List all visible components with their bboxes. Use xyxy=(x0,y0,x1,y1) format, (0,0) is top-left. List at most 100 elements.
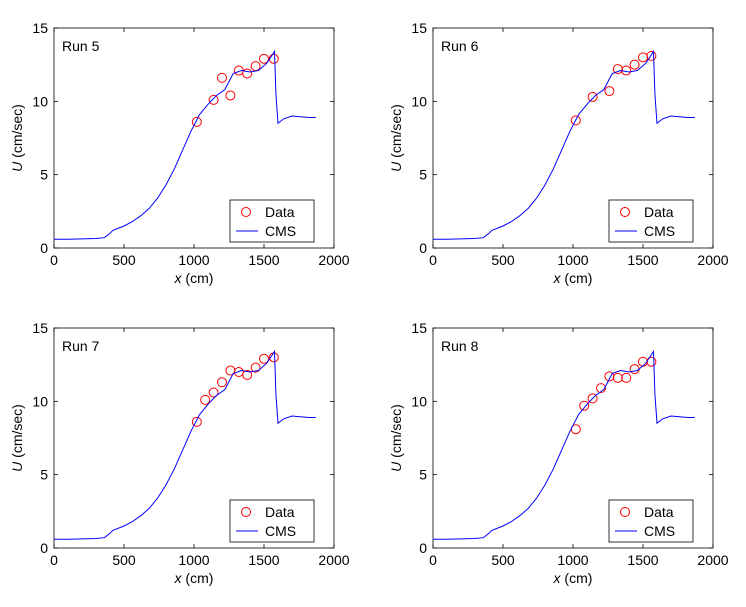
legend: Data CMS xyxy=(229,199,315,243)
legend-data-marker xyxy=(620,207,630,217)
y-tick-label: 10 xyxy=(411,393,427,409)
legend: Data CMS xyxy=(608,199,694,243)
data-point xyxy=(587,91,598,102)
y-tick-label: 0 xyxy=(40,540,48,556)
y-axis-variable: U xyxy=(388,161,404,172)
x-tick-label: 1500 xyxy=(248,552,279,568)
y-tick-label: 10 xyxy=(32,393,48,409)
data-point xyxy=(217,72,227,83)
x-tick-label: 1500 xyxy=(627,252,658,268)
data-point xyxy=(596,383,606,394)
x-tick-label: 1000 xyxy=(178,252,209,268)
data-point xyxy=(570,115,581,126)
data-point xyxy=(259,53,269,64)
legend-label: Data xyxy=(644,504,674,520)
y-tick-label: 15 xyxy=(411,320,427,336)
x-tick-label: 1000 xyxy=(178,552,209,568)
legend-box xyxy=(608,199,694,243)
y-axis-unit: (cm/sec) xyxy=(388,404,404,462)
y-axis-unit: (cm/sec) xyxy=(388,104,404,162)
x-tick-label: 1000 xyxy=(557,552,588,568)
x-axis-unit: (cm) xyxy=(561,570,593,586)
x-tick-label: 1000 xyxy=(557,252,588,268)
x-axis-unit: (cm) xyxy=(561,270,593,286)
x-axis-variable: x xyxy=(553,270,562,286)
legend: Data CMS xyxy=(608,499,694,543)
data-point xyxy=(259,353,269,364)
x-tick-label: 0 xyxy=(429,252,437,268)
data-point xyxy=(604,86,615,97)
x-tick-label: 500 xyxy=(491,552,515,568)
y-tick-label: 10 xyxy=(32,93,48,109)
cms-series-line xyxy=(54,349,316,540)
data-point xyxy=(208,94,219,105)
y-tick-label: 5 xyxy=(40,467,48,483)
data-point xyxy=(191,416,202,427)
data-point xyxy=(225,90,236,101)
y-axis-unit: (cm/sec) xyxy=(9,404,25,462)
y-tick-label: 15 xyxy=(411,20,427,36)
data-point xyxy=(250,362,261,373)
y-axis-label: U (cm/sec) xyxy=(388,404,404,472)
data-point xyxy=(191,116,202,127)
y-tick-label: 0 xyxy=(419,240,427,256)
y-axis-label: U (cm/sec) xyxy=(388,104,404,172)
x-tick-label: 1500 xyxy=(248,252,279,268)
x-tick-label: 2000 xyxy=(697,252,728,268)
x-tick-label: 0 xyxy=(50,252,58,268)
chart-panel: 0 500 1000 1500 2000 0 5 10 15 x (cm) U (cm/sec) Ru… xyxy=(388,20,729,286)
x-axis-variable: x xyxy=(553,570,562,586)
cms-series-line xyxy=(433,349,695,540)
x-axis-label: x (cm) xyxy=(174,270,214,286)
data-point xyxy=(242,369,253,380)
legend-box xyxy=(229,499,315,543)
x-axis-label: x (cm) xyxy=(553,270,593,286)
legend-label: Data xyxy=(265,204,295,220)
x-tick-label: 1500 xyxy=(627,552,658,568)
x-axis-variable: x xyxy=(174,570,183,586)
y-axis-variable: U xyxy=(9,161,25,172)
y-tick-label: 15 xyxy=(32,320,48,336)
x-tick-label: 500 xyxy=(112,252,136,268)
y-axis-unit: (cm/sec) xyxy=(9,104,25,162)
data-point xyxy=(621,372,632,383)
legend-label: CMS xyxy=(644,523,675,539)
chart-panel: 0 500 1000 1500 2000 0 5 10 15 x (cm) U (cm/sec) Ru… xyxy=(388,320,729,586)
x-tick-label: 2000 xyxy=(697,552,728,568)
x-tick-label: 500 xyxy=(112,552,136,568)
y-axis-label: U (cm/sec) xyxy=(9,104,25,172)
chart-panel: 0 500 1000 1500 2000 0 5 10 15 x (cm) U (cm/sec) Ru… xyxy=(9,320,350,586)
panel-title: Run 8 xyxy=(441,338,479,354)
legend-label: CMS xyxy=(644,223,675,239)
x-tick-label: 0 xyxy=(429,552,437,568)
legend-box xyxy=(229,199,315,243)
data-point xyxy=(208,387,219,398)
y-tick-label: 15 xyxy=(32,20,48,36)
x-axis-unit: (cm) xyxy=(182,570,214,586)
y-tick-label: 10 xyxy=(411,93,427,109)
y-tick-label: 0 xyxy=(40,240,48,256)
x-axis-label: x (cm) xyxy=(553,570,593,586)
data-point xyxy=(242,68,253,79)
x-tick-label: 500 xyxy=(491,252,515,268)
x-axis-unit: (cm) xyxy=(182,270,214,286)
x-tick-label: 2000 xyxy=(318,252,349,268)
data-point xyxy=(646,50,657,61)
x-axis-label: x (cm) xyxy=(174,570,214,586)
y-tick-label: 5 xyxy=(40,167,48,183)
cms-series-line xyxy=(54,49,316,240)
y-axis-variable: U xyxy=(9,461,25,472)
y-tick-label: 5 xyxy=(419,467,427,483)
legend-label: Data xyxy=(644,204,674,220)
y-axis-label: U (cm/sec) xyxy=(9,404,25,472)
legend-label: CMS xyxy=(265,223,296,239)
x-tick-label: 0 xyxy=(50,552,58,568)
legend-label: Data xyxy=(265,504,295,520)
data-point xyxy=(217,377,227,388)
chart-panel: 0 500 1000 1500 2000 0 5 10 15 x (cm) U (cm/sec) Ru… xyxy=(9,20,350,286)
legend-data-marker xyxy=(241,207,251,217)
data-point xyxy=(579,400,590,411)
x-tick-label: 2000 xyxy=(318,552,349,568)
y-axis-variable: U xyxy=(388,461,404,472)
